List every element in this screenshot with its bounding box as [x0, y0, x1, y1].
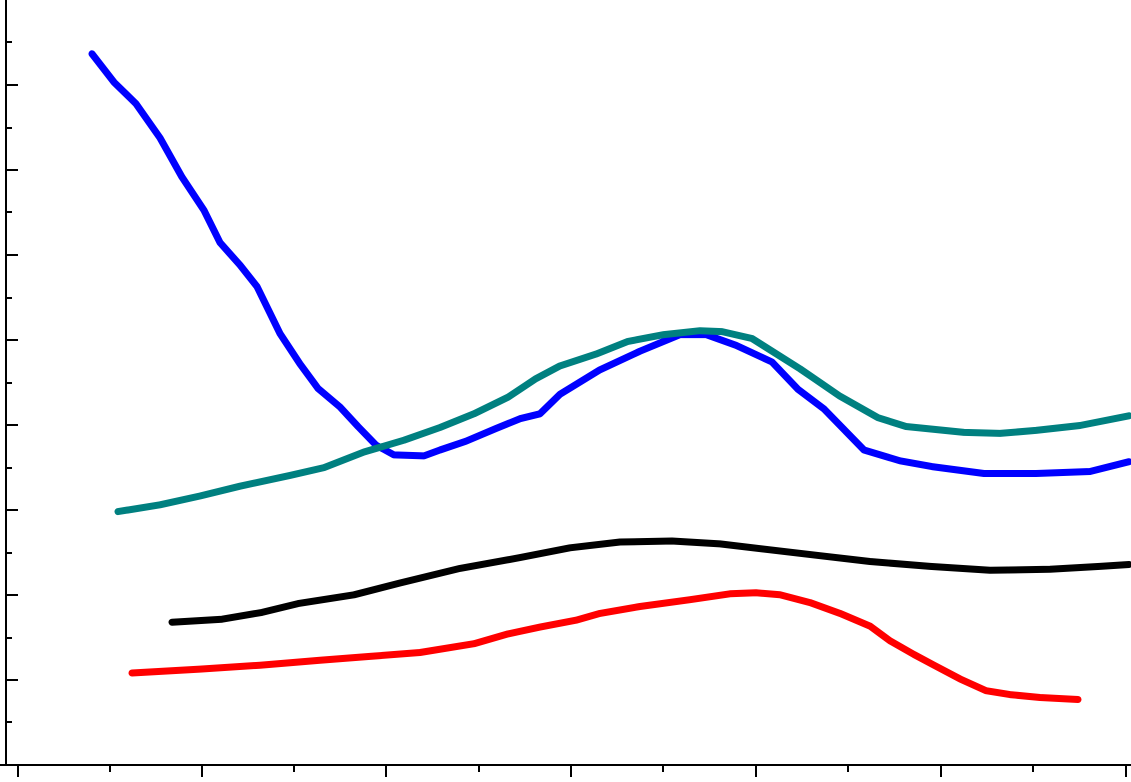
series-line-3	[168, 537, 1131, 626]
series-layer	[88, 50, 1131, 703]
series-line-1	[88, 50, 1131, 477]
series-line-4	[128, 589, 1082, 703]
series-line-2	[114, 327, 1131, 516]
